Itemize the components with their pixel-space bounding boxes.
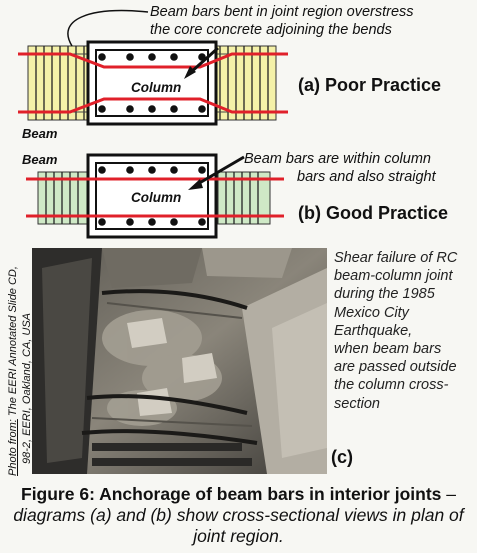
description-line: when beam bars [334,341,442,358]
caption-dash: – [441,484,456,504]
column-label-b: Column [131,190,182,205]
description-line: section [334,395,380,412]
photo-description: Shear failure of RC beam-column joint du… [334,249,474,413]
annotation-a-line1: Beam bars bent in joint region overstres… [150,4,414,20]
description-line: Earthquake, [334,322,413,339]
annotation-b-line2: bars and also straight [297,169,436,185]
description-line: during the 1985 [334,286,435,303]
column-label-a: Column [131,80,182,95]
description-line: beam-column joint [334,268,453,285]
beam-label-b: Beam [22,152,58,167]
practice-label-b: (b) Good Practice [298,203,449,223]
diagram-b [26,153,284,239]
practice-label-a: (a) Poor Practice [298,75,442,95]
annotation-a-line2: the core concrete adjoining the bends [150,22,392,38]
photo-label: (c) [331,447,353,467]
column-a [86,40,218,126]
description-line: are passed outside [334,359,457,376]
caption-title: Figure 6: Anchorage of beam bars in inte… [21,484,442,504]
diagram-a [18,9,288,126]
arrow-b-icon [188,155,245,190]
caption-description: diagrams (a) and (b) show cross-sectiona… [13,505,464,546]
damage-photo [32,248,327,474]
description-line: Shear failure of RC [334,250,458,266]
photo-credit-line1: The EERI Annotated Slide CD, [7,266,19,417]
column-b [86,153,218,239]
photo-credit-prefix: Photo from: [7,419,19,476]
beam-bars-b [26,177,284,218]
photo-credit-text: Photo from: The EERI Annotated Slide CD,… [6,266,34,476]
annotation-a: Beam bars bent in joint region overstres… [150,3,470,39]
annotation-b: Beam bars are within column bars and als… [244,150,474,186]
annotation-leader-a [67,9,149,47]
description-line: Mexico City [334,304,409,321]
arrow-a-icon [184,46,219,79]
annotation-b-line1: Beam bars are within column [244,151,431,167]
description-line: the column cross- [334,377,449,394]
figure-caption: Figure 6: Anchorage of beam bars in inte… [0,484,477,547]
beam-bars-a [18,52,288,114]
beam-label-a: Beam [22,126,58,141]
